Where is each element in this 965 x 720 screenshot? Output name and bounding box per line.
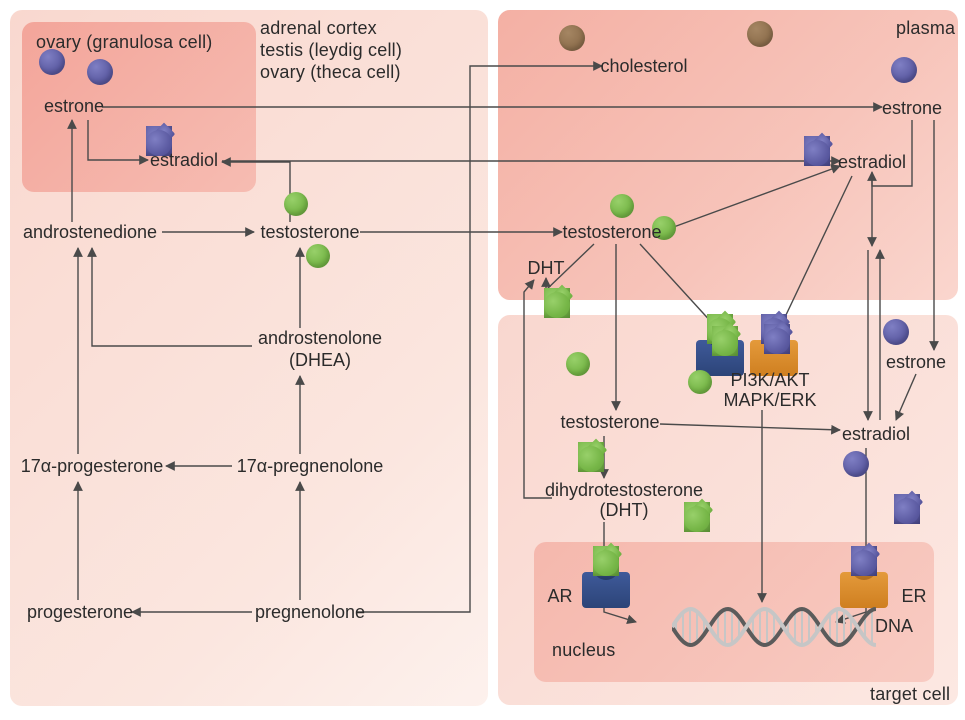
node-testosterone2: testosterone: [562, 222, 661, 243]
receptor-ligand-2: [593, 546, 619, 576]
androgen-drop-2: [684, 502, 710, 532]
cholesterol-sphere-1: [747, 21, 773, 47]
node-preg17a: 17α-pregnenolone: [237, 456, 384, 477]
node-cholesterol: cholesterol: [600, 56, 687, 77]
estrogen-sphere-1: [87, 59, 113, 85]
androgen-sphere-1: [306, 244, 330, 268]
node-er: ER: [901, 586, 926, 607]
node-pi3k: PI3K/AKT: [730, 370, 809, 391]
node-estrone2: estrone: [882, 98, 942, 119]
androgen-sphere-4: [688, 370, 712, 394]
node-dht_plasma: DHT: [528, 258, 565, 279]
cholesterol-sphere-0: [559, 25, 585, 51]
estrogen-sphere-4: [843, 451, 869, 477]
receptor-orange-3: [840, 572, 888, 608]
androgen-drop-0: [544, 288, 570, 318]
node-estradiol1: estradiol: [150, 150, 218, 171]
node-dna: DNA: [875, 616, 913, 637]
node-pregnenolone: pregnenolone: [255, 602, 365, 623]
compartment-title-target: target cell: [870, 684, 950, 705]
node-dht_full: dihydrotestosterone: [545, 480, 703, 501]
node-testosterone1: testosterone: [260, 222, 359, 243]
compartment-title-steroid-0: adrenal cortex: [260, 18, 377, 39]
compartment-title-steroid-1: testis (leydig cell): [260, 40, 402, 61]
estrogen-drop-3: [764, 324, 790, 354]
estrogen-drop-2: [894, 494, 920, 524]
node-estradiol3: estradiol: [842, 424, 910, 445]
androgen-sphere-5: [566, 352, 590, 376]
compartment-title-plasma: plasma: [896, 18, 955, 39]
androgen-sphere-0: [284, 192, 308, 216]
node-dhea_sub: (DHEA): [289, 350, 351, 371]
node-androstenolone: androstenolone: [258, 328, 382, 349]
node-estrone3: estrone: [886, 352, 946, 373]
compartment-title-steroid-2: ovary (theca cell): [260, 62, 401, 83]
node-testosterone3: testosterone: [560, 412, 659, 433]
node-dht_sub: (DHT): [600, 500, 649, 521]
compartment-title-nucleus: nucleus: [552, 640, 615, 661]
estrogen-drop-1: [804, 136, 830, 166]
androgen-drop-1: [578, 442, 604, 472]
node-ar: AR: [547, 586, 572, 607]
node-estradiol2: estradiol: [838, 152, 906, 173]
node-progesterone: progesterone: [27, 602, 133, 623]
receptor-blue-2: [582, 572, 630, 608]
node-prog17a: 17α-progesterone: [21, 456, 164, 477]
dna-icon: [672, 606, 876, 648]
androgen-sphere-3: [610, 194, 634, 218]
estrogen-sphere-3: [883, 319, 909, 345]
node-mapk: MAPK/ERK: [723, 390, 816, 411]
androgen-drop-3: [712, 326, 738, 356]
estrogen-sphere-2: [891, 57, 917, 83]
compartment-title-ovary: ovary (granulosa cell): [36, 32, 212, 53]
node-androstenedione: androstenedione: [23, 222, 157, 243]
receptor-ligand-3: [851, 546, 877, 576]
node-estrone1: estrone: [44, 96, 104, 117]
